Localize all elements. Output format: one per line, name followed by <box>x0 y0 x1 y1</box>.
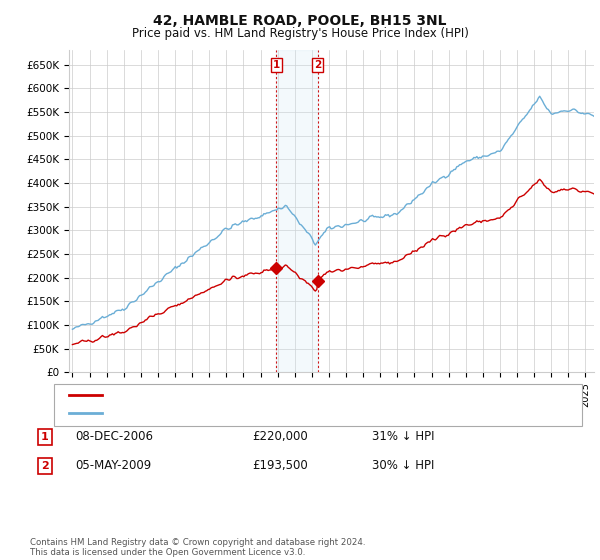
Text: Contains HM Land Registry data © Crown copyright and database right 2024.
This d: Contains HM Land Registry data © Crown c… <box>30 538 365 557</box>
Text: Price paid vs. HM Land Registry's House Price Index (HPI): Price paid vs. HM Land Registry's House … <box>131 27 469 40</box>
Text: £193,500: £193,500 <box>252 459 308 473</box>
Text: 08-DEC-2006: 08-DEC-2006 <box>75 430 153 444</box>
Text: 2: 2 <box>314 60 322 70</box>
Text: 30% ↓ HPI: 30% ↓ HPI <box>372 459 434 473</box>
Text: 42, HAMBLE ROAD, POOLE, BH15 3NL: 42, HAMBLE ROAD, POOLE, BH15 3NL <box>153 14 447 28</box>
Text: 05-MAY-2009: 05-MAY-2009 <box>75 459 151 473</box>
Bar <box>276 50 318 372</box>
Text: £220,000: £220,000 <box>252 430 308 444</box>
Text: 42, HAMBLE ROAD, POOLE, BH15 3NL (detached house): 42, HAMBLE ROAD, POOLE, BH15 3NL (detach… <box>108 390 399 400</box>
Text: 1: 1 <box>272 60 280 70</box>
Text: 1: 1 <box>41 432 49 442</box>
Text: 2: 2 <box>41 461 49 471</box>
Text: HPI: Average price, detached house, Bournemouth Christchurch and Poole: HPI: Average price, detached house, Bour… <box>108 408 496 418</box>
Text: 31% ↓ HPI: 31% ↓ HPI <box>372 430 434 444</box>
